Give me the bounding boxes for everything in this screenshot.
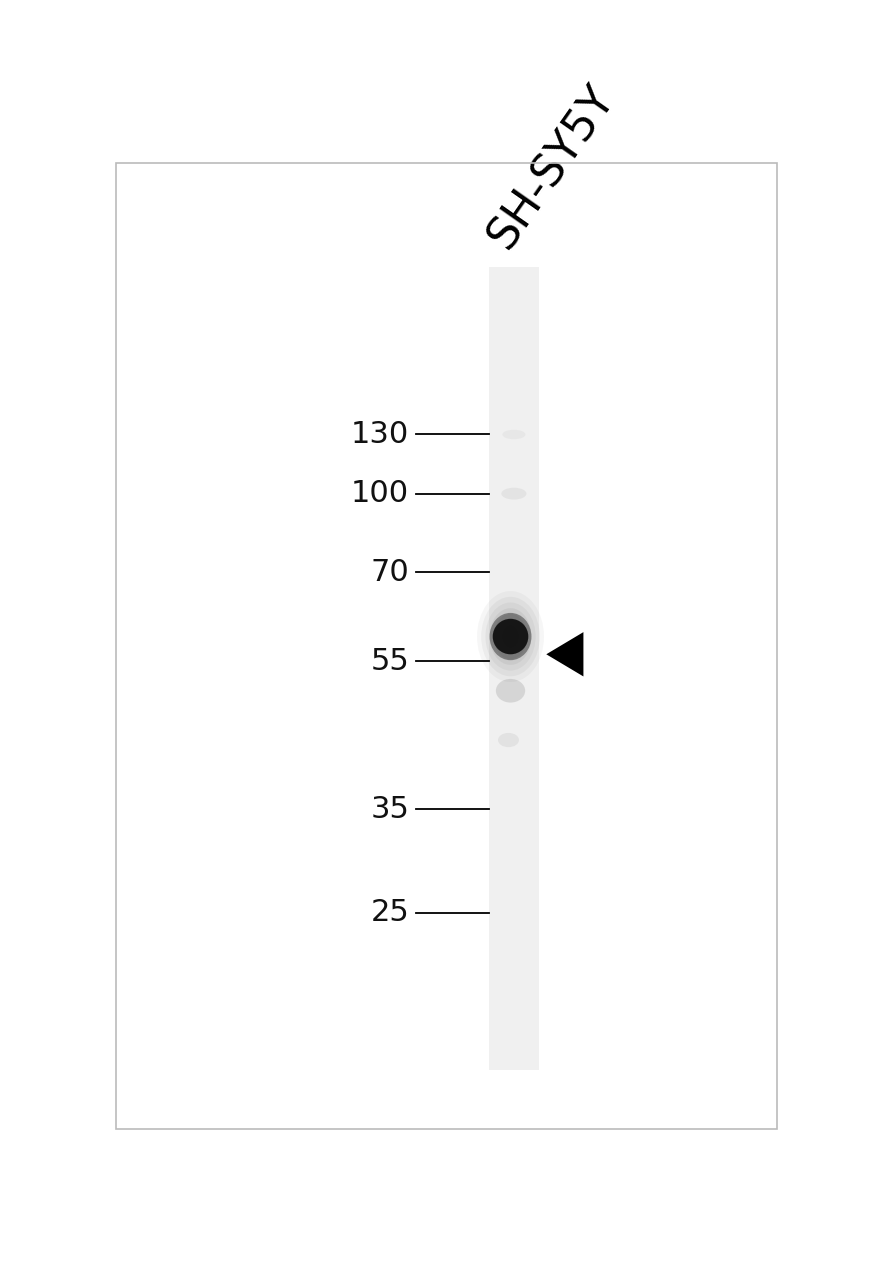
Polygon shape <box>546 632 584 676</box>
Ellipse shape <box>490 613 531 660</box>
Text: 130: 130 <box>351 420 409 449</box>
Text: 35: 35 <box>370 795 409 823</box>
Text: 70: 70 <box>370 558 409 588</box>
Ellipse shape <box>498 620 523 654</box>
Ellipse shape <box>481 596 540 676</box>
Ellipse shape <box>493 618 529 654</box>
Ellipse shape <box>506 631 515 643</box>
Text: 100: 100 <box>351 479 409 508</box>
Ellipse shape <box>498 733 519 748</box>
Ellipse shape <box>496 678 525 703</box>
Bar <box>489 268 539 1070</box>
Ellipse shape <box>503 430 525 439</box>
Ellipse shape <box>503 625 519 648</box>
Ellipse shape <box>490 608 531 664</box>
Ellipse shape <box>494 614 527 659</box>
Text: 55: 55 <box>370 646 409 676</box>
Ellipse shape <box>485 603 536 671</box>
Ellipse shape <box>502 488 526 499</box>
Text: SH-SY5Y: SH-SY5Y <box>480 78 624 257</box>
Text: 25: 25 <box>370 899 409 927</box>
